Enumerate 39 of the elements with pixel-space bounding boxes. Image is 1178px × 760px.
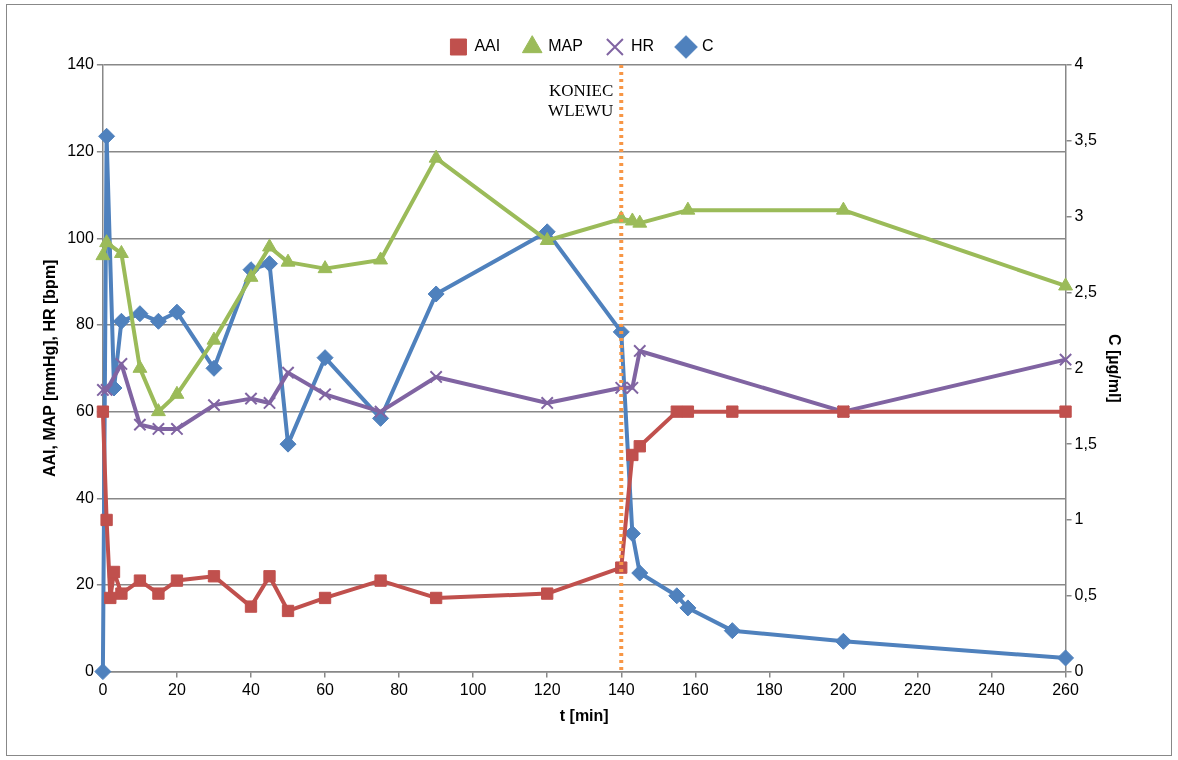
y-axis-title: AAI, MAP [mmHg], HR [bpm]: [41, 259, 59, 478]
x-tick-label: 60: [316, 680, 335, 698]
y2-tick-label: 0: [1074, 662, 1084, 680]
y2-tick-label: 1,5: [1074, 434, 1097, 452]
x-tick-label: 180: [756, 680, 783, 698]
y2-tick-label: 3: [1074, 207, 1084, 225]
ref-line-label: KONIEC WLEWU: [548, 80, 614, 120]
y-tick-label: 80: [76, 315, 94, 333]
x-axis-title: t [min]: [559, 706, 609, 724]
y-tick-label: 0: [84, 662, 94, 680]
x-tick-label: 20: [168, 680, 186, 698]
y2-tick-label: 2,5: [1074, 282, 1097, 300]
x-tick-label: 240: [978, 680, 1005, 698]
y-tick-label: 40: [76, 488, 94, 506]
x-tick-label: 100: [459, 680, 487, 698]
x-tick-label: 80: [390, 680, 409, 698]
x-tick-label: 260: [1052, 680, 1079, 698]
y2-tick-label: 4: [1074, 55, 1084, 73]
x-tick-label: 220: [904, 680, 931, 698]
x-tick-label: 40: [242, 680, 260, 698]
y-tick-label: 100: [67, 228, 94, 246]
y2-tick-label: 2: [1074, 358, 1084, 376]
y-tick-label: 60: [76, 402, 94, 420]
legend-label: MAP: [548, 37, 583, 55]
legend-label: AAI: [474, 37, 501, 55]
y2-tick-label: 3,5: [1074, 131, 1097, 149]
y2-tick-label: 1: [1074, 510, 1084, 528]
y-tick-label: 120: [67, 142, 94, 160]
x-tick-label: 160: [681, 680, 709, 698]
legend-label: HR: [630, 37, 655, 55]
legend-label: C: [702, 37, 714, 55]
x-tick-label: 120: [533, 680, 561, 698]
y-tick-label: 20: [76, 575, 94, 593]
y2-tick-label: 0,5: [1074, 586, 1097, 604]
y2-axis-title: C [µg/ml]: [1105, 333, 1123, 403]
x-tick-label: 140: [607, 680, 635, 698]
x-tick-label: 0: [98, 680, 108, 698]
y-tick-label: 140: [67, 55, 94, 73]
x-tick-label: 200: [830, 680, 857, 698]
